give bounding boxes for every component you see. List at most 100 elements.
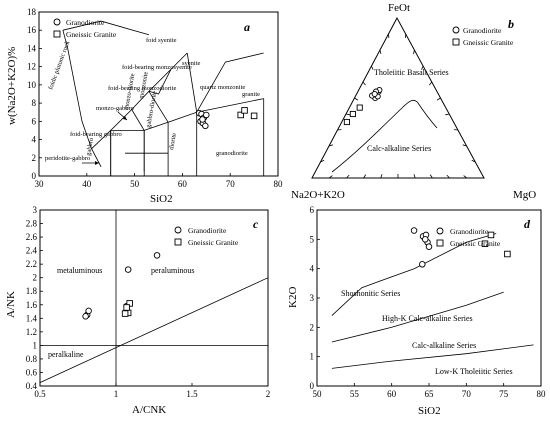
calc-alkaline-label: Calc-alkaline Series bbox=[367, 144, 431, 153]
panel-a-field-labels: foidic plutonic rock foid syenite foid-bea… bbox=[45, 37, 260, 162]
gneissic-granite-point bbox=[349, 110, 356, 118]
gneissic-granite-point bbox=[241, 107, 248, 114]
gneissic-granite-point bbox=[487, 231, 495, 239]
panel-c-axis-ticks: 0.5 1 1.5 2 0.4 0.6 0.8 1 1.2 1.4 1.6 1.8 2 2.2 2.4 2.6… bbox=[26, 205, 271, 399]
panel-d-legend: Granodiorite Gneissic Granite bbox=[436, 227, 501, 248]
panel-a-field-label: foidic plutonic rock bbox=[47, 39, 71, 90]
panel-d-legend-gneissic-granite: Gneissic Granite bbox=[450, 239, 501, 248]
y-tick-label: 2.4 bbox=[26, 246, 38, 256]
gneissic-granite-point bbox=[121, 310, 129, 317]
y-tick-label: 1 bbox=[310, 352, 315, 362]
panel-a-field-label: gabbro-diorite bbox=[145, 90, 158, 128]
y-tick-label: 14 bbox=[27, 43, 37, 53]
granodiorite-point bbox=[82, 313, 89, 320]
panel-d-axis-ticks: 50 55 60 65 70 75 80 0 1 2 3 4 5 6 bbox=[310, 205, 547, 399]
x-tick-label: 30 bbox=[35, 179, 45, 189]
granodiorite-point bbox=[153, 252, 161, 259]
calc-alkaline-d-label: Calc-alkaline Series bbox=[412, 341, 476, 350]
panel-a-legend: Granodiorite Gneissic Granite bbox=[53, 18, 117, 39]
panel-a-field-label: monzo-gabbro bbox=[96, 105, 134, 112]
x-tick-label: 65 bbox=[425, 389, 435, 399]
ternary-tick bbox=[363, 174, 367, 179]
panel-a-tas-diagram: 30 40 50 60 70 80 0 2 4 6 8 10 12 14 16 18 foidic pluto… bbox=[6, 7, 283, 205]
panel-d-legend-granodiorite: Granodiorite bbox=[450, 227, 489, 236]
y-tick-label: 1.6 bbox=[26, 300, 38, 310]
panel-a-field-label: monzonite bbox=[138, 71, 150, 99]
granodiorite-point bbox=[124, 266, 132, 273]
panel-a-field-label: diorite bbox=[168, 132, 178, 150]
y-tick-label: 0.6 bbox=[26, 367, 38, 377]
panel-b-afm-diagram: FeOt Na2O+K2O MgO b Tholeiitic Basalt Se… bbox=[291, 2, 536, 201]
ternary-tick bbox=[471, 159, 476, 163]
panel-b-data-points bbox=[343, 86, 383, 126]
y-tick-label: 2.6 bbox=[26, 232, 38, 242]
ternary-tick bbox=[371, 65, 374, 70]
granodiorite-point bbox=[199, 116, 206, 123]
panel-a-field-label: gabbro bbox=[85, 137, 95, 156]
panel-a-ylabel: w(Na2O+K2O)% bbox=[6, 47, 18, 125]
panel-a-frame bbox=[38, 11, 279, 177]
monzogabbro-arrowhead bbox=[123, 116, 127, 120]
y-tick-label: 0.8 bbox=[26, 354, 38, 364]
panel-a-legend-granodiorite: Granodiorite bbox=[66, 18, 105, 27]
y-tick-label: 6 bbox=[32, 116, 37, 126]
panel-c-frame bbox=[39, 209, 269, 387]
granodiorite-point bbox=[203, 111, 210, 119]
panel-c-legend-square-marker bbox=[174, 238, 182, 246]
y-tick-label: 16 bbox=[27, 25, 37, 35]
panel-a-field-label: granodiorite bbox=[216, 150, 248, 157]
panel-b-legend-gneissic-granite: Gneissic Granite bbox=[463, 38, 514, 47]
ternary-tick bbox=[463, 175, 468, 179]
y-tick-label: 2 bbox=[310, 322, 315, 332]
low-k-label: Low-K Tholeiitic Series bbox=[435, 367, 513, 376]
y-tick-label: 6 bbox=[310, 205, 315, 215]
tholeiitic-label-1: Tholeiitic Basalt Series bbox=[374, 68, 449, 77]
ternary-tick bbox=[328, 175, 333, 179]
field-boundary bbox=[186, 52, 198, 113]
peraluminous-label: peraluminous bbox=[151, 266, 195, 275]
ternary-tick bbox=[462, 144, 467, 147]
panel-a-field-label: peridotite-gabbro bbox=[45, 155, 90, 162]
ternary-tick bbox=[446, 174, 450, 179]
panel-d-legend-circle-marker bbox=[436, 227, 444, 235]
panel-c-letter: c bbox=[253, 217, 259, 231]
x-tick-label: 50 bbox=[313, 389, 323, 399]
panel-d-letter: d bbox=[524, 217, 531, 231]
panel-b-legend-square-marker bbox=[452, 38, 460, 46]
x-tick-label: 55 bbox=[350, 389, 360, 399]
panel-d-legend-square-marker bbox=[436, 239, 444, 247]
ternary-tick bbox=[345, 113, 350, 116]
y-tick-label: 3 bbox=[33, 205, 38, 215]
panel-c-legend: Granodiorite Gneissic Granite bbox=[174, 226, 239, 247]
peraluminous-boundary bbox=[39, 277, 269, 383]
panel-c-legend-gneissic-granite: Gneissic Granite bbox=[188, 238, 239, 247]
x-tick-label: 1 bbox=[114, 389, 119, 399]
granodiorite-point bbox=[422, 236, 429, 243]
panel-a-legend-circle-marker bbox=[53, 18, 61, 26]
tholeiite-calcalkaline-boundary bbox=[331, 99, 438, 173]
ternary-tick bbox=[362, 81, 366, 86]
field-boundary bbox=[131, 109, 145, 131]
panel-a-field-label: foid syenite bbox=[146, 37, 177, 44]
panel-a-arrows bbox=[82, 111, 128, 165]
y-tick-label: 1.4 bbox=[26, 313, 38, 323]
panel-a-field-label: foid-bearing gabbro bbox=[70, 131, 122, 138]
panel-c-shand-diagram: 0.5 1 1.5 2 0.4 0.6 0.8 1 1.2 1.4 1.6 1.8 2 2.2 2.4 2.6… bbox=[5, 205, 270, 416]
y-tick-label: 3 bbox=[310, 293, 315, 303]
ternary-tick bbox=[346, 174, 350, 179]
ternary-tick bbox=[413, 174, 416, 179]
field-boundary bbox=[144, 98, 264, 131]
ternary-tick bbox=[428, 81, 433, 86]
y-tick-label: 12 bbox=[27, 62, 36, 72]
series-boundary bbox=[331, 344, 534, 369]
panel-a-legend-square-marker bbox=[53, 30, 61, 38]
y-tick-label: 18 bbox=[27, 7, 37, 17]
panel-a-field-label: foid-bearing monzosyenite bbox=[122, 64, 192, 71]
panel-c-ylabel: A/NK bbox=[5, 291, 17, 318]
panel-b-legend-granodiorite: Granodiorite bbox=[463, 26, 502, 35]
panel-b-ticks bbox=[320, 33, 476, 179]
metaluminous-label: metaluminous bbox=[57, 266, 102, 275]
granodiorite-point bbox=[85, 307, 92, 315]
panel-a-field-label: quartz monzonite bbox=[200, 84, 245, 91]
